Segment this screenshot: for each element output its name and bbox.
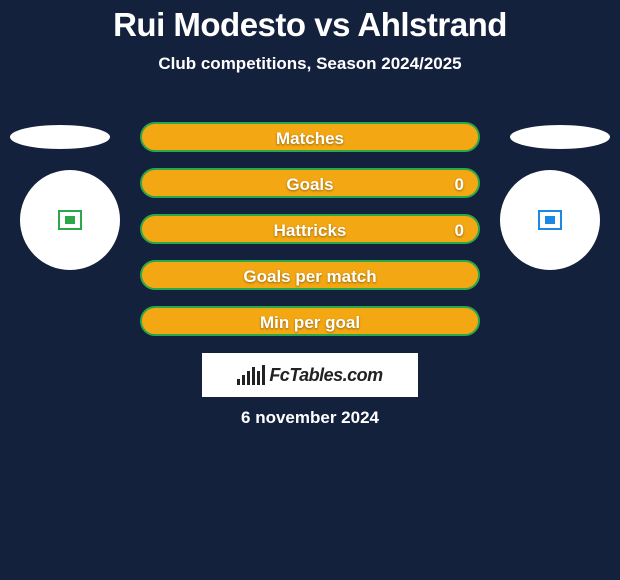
stat-bar-label: Min per goal [142,308,478,336]
player-right-avatar [500,170,600,270]
stat-bar: Matches [140,122,480,152]
stat-bar-right-value: 0 [455,216,464,244]
player-left-name-pill [10,125,110,149]
stat-bar: Min per goal [140,306,480,336]
stat-bar-label: Goals [142,170,478,198]
logo-text: FcTables.com [269,365,382,386]
placeholder-badge-icon [58,210,82,230]
logo-bars-icon [237,365,265,385]
stat-bar-label: Matches [142,124,478,152]
fctables-logo: FcTables.com [202,353,418,397]
stat-bar-right-value: 0 [455,170,464,198]
stat-bar-label: Hattricks [142,216,478,244]
stat-bar: Goals per match [140,260,480,290]
stat-bar: Goals0 [140,168,480,198]
placeholder-badge-icon [538,210,562,230]
player-right-name-pill [510,125,610,149]
date-text: 6 november 2024 [0,408,620,428]
player-left-avatar [20,170,120,270]
comparison-bars: MatchesGoals0Hattricks0Goals per matchMi… [140,122,480,352]
stat-bar: Hattricks0 [140,214,480,244]
page-title: Rui Modesto vs Ahlstrand [0,0,620,44]
subtitle: Club competitions, Season 2024/2025 [0,54,620,74]
stat-bar-label: Goals per match [142,262,478,290]
